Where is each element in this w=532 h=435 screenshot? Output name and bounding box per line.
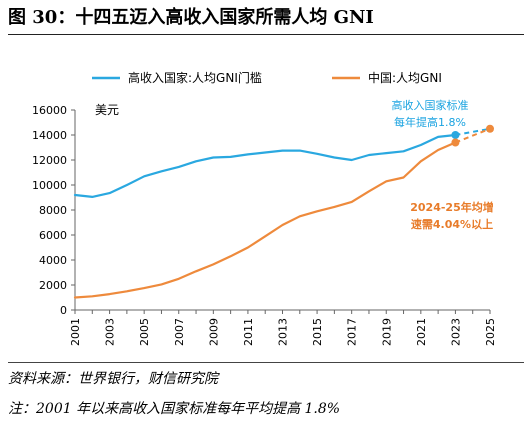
footnote: 注：2001 年以来高收入国家标准每年平均提高 1.8% bbox=[8, 401, 341, 417]
y-tick-label: 12000 bbox=[32, 154, 67, 167]
y-tick-label: 10000 bbox=[32, 179, 67, 192]
y-tick-label: 4000 bbox=[39, 254, 67, 267]
y-tick-label: 0 bbox=[60, 304, 67, 317]
x-tick-label: 2001 bbox=[69, 318, 82, 346]
y-axis-label: 美元 bbox=[95, 103, 119, 117]
y-tick-label: 16000 bbox=[32, 104, 67, 117]
x-tick-label: 2017 bbox=[346, 318, 359, 346]
x-tick-label: 2005 bbox=[138, 318, 151, 346]
x-tick-label: 2007 bbox=[173, 318, 186, 346]
y-tick-label: 6000 bbox=[39, 229, 67, 242]
series-line-china bbox=[73, 141, 457, 299]
x-tick-label: 2023 bbox=[449, 318, 462, 346]
projection-line bbox=[455, 127, 491, 144]
annotation-text: 速需4.04%以上 bbox=[411, 217, 493, 231]
figure-title: 图 30：十四五迈入高收入国家所需人均 GNI bbox=[8, 7, 374, 28]
data-point-2023 bbox=[451, 131, 460, 139]
y-tick-label: 8000 bbox=[39, 204, 67, 217]
source-note: 资料来源：世界银行，财信研究院 bbox=[8, 371, 218, 387]
data-point-2023 bbox=[451, 138, 460, 147]
chart-bottom-divider bbox=[8, 362, 524, 363]
title-divider bbox=[8, 34, 524, 35]
y-tick-label: 14000 bbox=[32, 129, 67, 142]
annotation-text: 高收入国家标准 bbox=[392, 98, 469, 112]
legend-label: 高收入国家:人均GNI门槛 bbox=[128, 70, 262, 85]
projection-line bbox=[455, 127, 491, 136]
x-tick-label: 2013 bbox=[277, 318, 290, 346]
legend-label: 中国:人均GNI bbox=[368, 70, 442, 85]
x-tick-label: 2009 bbox=[207, 318, 220, 346]
x-tick-label: 2015 bbox=[311, 318, 324, 346]
x-tick-label: 2025 bbox=[484, 318, 497, 346]
x-tick-label: 2011 bbox=[242, 318, 255, 346]
x-tick-label: 2019 bbox=[380, 318, 393, 346]
x-tick-label: 2021 bbox=[415, 318, 428, 346]
annotation-text: 每年提高1.8% bbox=[394, 115, 466, 129]
series-line-high-income bbox=[73, 133, 457, 198]
data-point-2025 bbox=[486, 124, 494, 133]
annotation-text: 2024-25年均增 bbox=[410, 200, 494, 214]
x-tick-label: 2003 bbox=[104, 318, 117, 346]
y-tick-label: 2000 bbox=[39, 279, 67, 292]
gni-line-chart: 0 2000 4000 6000 8000 10000 12000 14000 16000 200… bbox=[32, 70, 497, 346]
